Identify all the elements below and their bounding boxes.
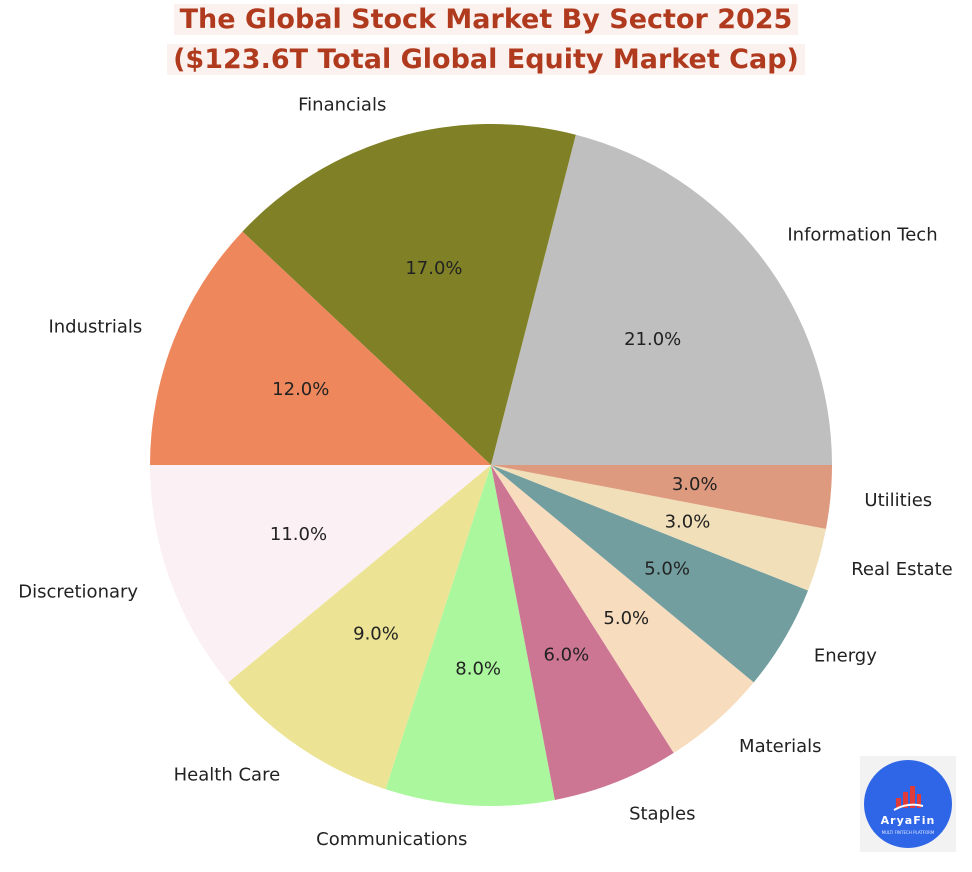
- pie-category-label-materials: Materials: [739, 736, 822, 757]
- pie-percent-label-utilities: 3.0%: [672, 474, 718, 495]
- pie-percent-label-real-estate: 3.0%: [665, 512, 711, 533]
- pie-percent-label-materials: 5.0%: [603, 608, 649, 629]
- brand-logo: AryaFin MULTI FINTECH PLATFORM: [860, 756, 956, 852]
- pie-percent-label-energy: 5.0%: [644, 559, 690, 580]
- pie-percent-label-industrials: 12.0%: [272, 379, 329, 400]
- pie-slice-health-care: [228, 465, 491, 790]
- pie-category-label-financials: Financials: [298, 94, 386, 115]
- pie-slice-information-tech: [491, 134, 832, 465]
- pie-slice-financials: [242, 124, 576, 466]
- pie-slice-real-estate: [491, 465, 826, 591]
- pie-percent-label-financials: 17.0%: [405, 258, 462, 279]
- pie-slice-energy: [491, 465, 809, 683]
- pie-slice-industrials: [150, 231, 491, 465]
- pie-slice-communications: [385, 465, 555, 806]
- pie-category-label-staples: Staples: [629, 803, 695, 824]
- chart-title-line-1-text: The Global Stock Market By Sector 2025: [173, 4, 799, 35]
- pie-percent-label-information-tech: 21.0%: [624, 329, 681, 350]
- pie-percent-label-staples: 6.0%: [543, 645, 589, 666]
- pie-percent-label-health-care: 9.0%: [353, 624, 399, 645]
- pie-slice-utilities: [491, 465, 832, 529]
- pie-category-label-discretionary: Discretionary: [18, 582, 138, 603]
- pie-category-label-utilities: Utilities: [864, 490, 932, 511]
- pie-category-label-communications: Communications: [316, 829, 467, 850]
- pie-slice-staples: [491, 465, 674, 800]
- pie-percent-label-communications: 8.0%: [455, 659, 501, 680]
- logo-tagline: MULTI FINTECH PLATFORM: [881, 830, 935, 835]
- pie-category-label-real-estate: Real Estate: [851, 559, 953, 580]
- pie-category-label-energy: Energy: [814, 645, 877, 666]
- chart-title-line-1: The Global Stock Market By Sector 2025: [0, 0, 972, 40]
- pie-category-label-health-care: Health Care: [174, 765, 281, 786]
- chart-title: The Global Stock Market By Sector 2025 (…: [0, 0, 972, 80]
- pie-category-label-industrials: Industrials: [48, 316, 142, 337]
- pie-percent-label-discretionary: 11.0%: [270, 524, 327, 545]
- pie-slice-discretionary: [150, 465, 491, 683]
- chart-title-line-2-text: ($123.6T Total Global Equity Market Cap): [167, 44, 805, 75]
- pie-percent-labels: 21.0% 17.0% 12.0% 11.0% 9.0% 8.0% 6.0% 5.0% 5.0%…: [270, 258, 718, 680]
- pie-category-label-information-tech: Information Tech: [787, 225, 937, 246]
- chart-title-line-2: ($123.6T Total Global Equity Market Cap): [0, 40, 972, 80]
- logo-name: AryaFin: [880, 814, 936, 827]
- pie-slice-materials: [491, 465, 754, 753]
- logo-circle: AryaFin MULTI FINTECH PLATFORM: [864, 760, 952, 848]
- pie-wedges: [150, 124, 832, 806]
- pie-category-labels: Information Tech Financials Industrials Dis…: [18, 94, 952, 850]
- bar-chart-icon: [893, 786, 924, 811]
